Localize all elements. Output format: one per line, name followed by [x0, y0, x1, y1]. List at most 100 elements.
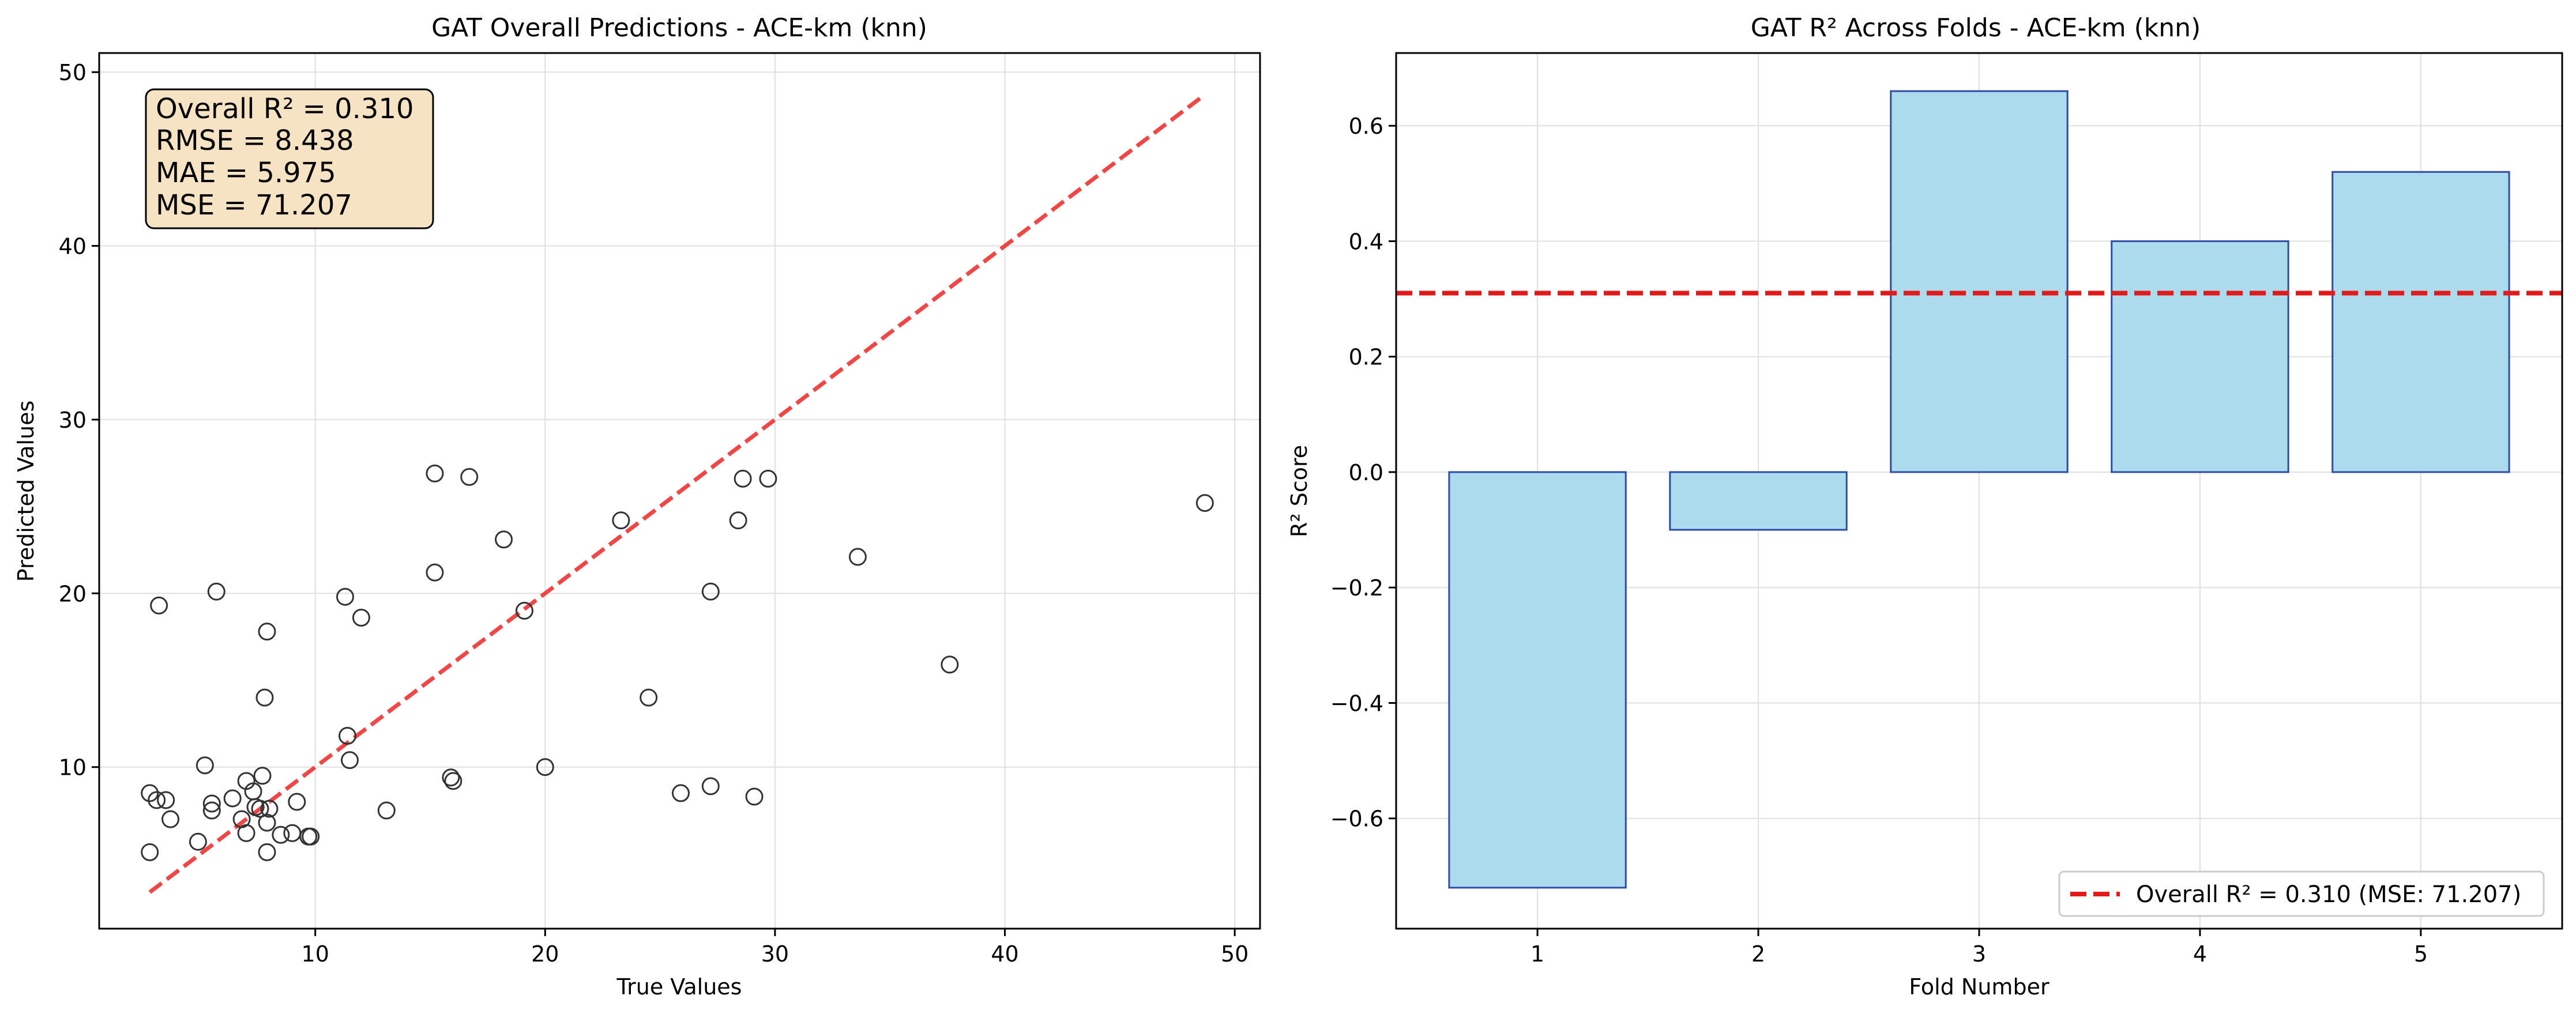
fold-bars	[1448, 90, 2510, 889]
scatter-point	[515, 601, 533, 620]
scatter-title: GAT Overall Predictions - ACE-km (knn)	[431, 13, 927, 43]
scatter-x-tick-label: 10	[302, 941, 329, 967]
scatter-point	[377, 801, 396, 820]
scatter-point	[202, 794, 221, 813]
scatter-plot-frame	[98, 52, 1261, 930]
scatter-point	[460, 467, 479, 486]
bar-legend: Overall R² = 0.310 (MSE: 71.207)	[2058, 870, 2545, 917]
scatter-point	[161, 810, 180, 828]
scatter-point	[1195, 494, 1214, 512]
fold-bar	[2331, 171, 2510, 473]
scatter-y-tick-label: 40	[59, 234, 87, 259]
scatter-x-tick-label: 50	[1221, 941, 1248, 967]
identity-reference-line	[148, 93, 1206, 894]
scatter-point	[255, 688, 274, 707]
bar-y-tick-label: −0.4	[1330, 691, 1383, 716]
scatter-gridlines	[99, 53, 1260, 929]
scatter-point	[442, 768, 460, 787]
scatter-point	[339, 726, 357, 745]
metric-rmse: RMSE = 8.438	[156, 125, 354, 157]
bar-y-tick-label: 0.0	[1349, 460, 1383, 485]
bar-x-tick-label: 5	[2414, 941, 2428, 967]
bar-plot-frame	[1395, 52, 2563, 930]
scatter-point	[202, 801, 221, 820]
scatter-x-tick-label: 40	[991, 941, 1018, 967]
scatter-point	[237, 824, 255, 842]
bar-y-axis-label: R² Score	[1287, 445, 1312, 537]
scatter-point	[157, 791, 175, 809]
scatter-point	[941, 655, 959, 674]
bar-y-tick-label: 0.2	[1349, 345, 1383, 370]
scatter-point	[148, 791, 166, 809]
scatter-point	[701, 777, 720, 795]
scatter-point	[258, 623, 276, 641]
scatter-ticks: 10 20 30 40 50 10 20 30 40 50	[59, 60, 1249, 967]
scatter-point	[207, 582, 225, 601]
scatter-point	[260, 800, 279, 818]
scatter-point	[272, 825, 290, 844]
bar-x-tick-label: 4	[2193, 941, 2207, 967]
scatter-point	[258, 813, 276, 832]
metric-mae: MAE = 5.975	[156, 157, 336, 189]
scatter-y-tick-label: 50	[59, 60, 87, 85]
bar-x-tick-label: 1	[1530, 941, 1544, 967]
scatter-point	[640, 688, 658, 707]
scatter-point	[426, 464, 444, 482]
metrics-annotation-box: Overall R² = 0.310 RMSE = 8.438 MAE = 5.…	[145, 88, 434, 229]
scatter-point	[612, 511, 630, 530]
scatter-point	[288, 793, 306, 811]
scatter-point	[141, 784, 159, 802]
scatter-point	[189, 832, 207, 851]
bar-x-tick-label: 2	[1751, 941, 1765, 967]
scatter-point	[745, 787, 764, 806]
fold-bar	[2111, 240, 2289, 473]
scatter-point	[734, 469, 752, 488]
scatter-point	[336, 587, 355, 606]
scatter-point	[701, 582, 720, 601]
scatter-point	[253, 767, 272, 785]
scatter-points	[141, 464, 1214, 861]
fold-bar	[1448, 471, 1627, 889]
bar-x-tick-label: 3	[1972, 941, 1986, 967]
scatter-x-tick-label: 20	[531, 941, 559, 967]
scatter-panel: GAT Overall Predictions - ACE-km (knn) 1…	[13, 13, 1261, 1000]
bar-x-axis-label: Fold Number	[1909, 974, 2049, 1000]
legend-box	[2058, 870, 2545, 917]
metrics-box-background	[145, 88, 434, 229]
bar-y-tick-label: −0.2	[1330, 575, 1383, 601]
scatter-point	[495, 530, 513, 549]
bar-y-tick-label: −0.6	[1330, 806, 1383, 832]
bar-ticks: 1 2 3 4 5 −0.6 −0.4 −0.2 0.0 0.2 0.4 0.6	[1330, 114, 2428, 967]
scatter-point	[302, 827, 320, 846]
bar-y-tick-label: 0.6	[1349, 114, 1383, 139]
metric-r2: Overall R² = 0.310	[156, 93, 414, 125]
scatter-point	[671, 784, 690, 802]
scatter-point	[444, 772, 462, 790]
scatter-point	[258, 843, 276, 861]
legend-label-overall-r2: Overall R² = 0.310 (MSE: 71.207)	[2136, 881, 2521, 908]
scatter-point	[340, 751, 359, 770]
scatter-point	[352, 609, 370, 627]
scatter-point	[759, 469, 777, 488]
scatter-y-tick-label: 20	[59, 581, 87, 606]
scatter-x-tick-label: 30	[761, 941, 789, 967]
fold-bar	[1890, 90, 2069, 473]
scatter-point	[729, 511, 747, 530]
bar-panel: GAT R² Across Folds - ACE-km (knn) 1 2 3 4 5…	[1287, 13, 2563, 1000]
bar-y-tick-label: 0.4	[1349, 229, 1383, 254]
scatter-x-axis-label: True Values	[616, 974, 742, 1000]
bar-title: GAT R² Across Folds - ACE-km (knn)	[1751, 13, 2201, 43]
scatter-y-axis-label: Predicted Values	[13, 401, 39, 582]
scatter-point	[150, 596, 168, 614]
scatter-point	[536, 758, 554, 776]
scatter-y-tick-label: 10	[59, 755, 87, 781]
metric-mse: MSE = 71.207	[156, 189, 352, 221]
scatter-point	[251, 800, 269, 818]
scatter-y-tick-label: 30	[59, 408, 87, 433]
fold-bar	[1669, 471, 1848, 531]
scatter-point	[141, 843, 159, 861]
scatter-point	[426, 563, 444, 582]
scatter-point	[848, 548, 867, 566]
scatter-point	[223, 789, 242, 808]
